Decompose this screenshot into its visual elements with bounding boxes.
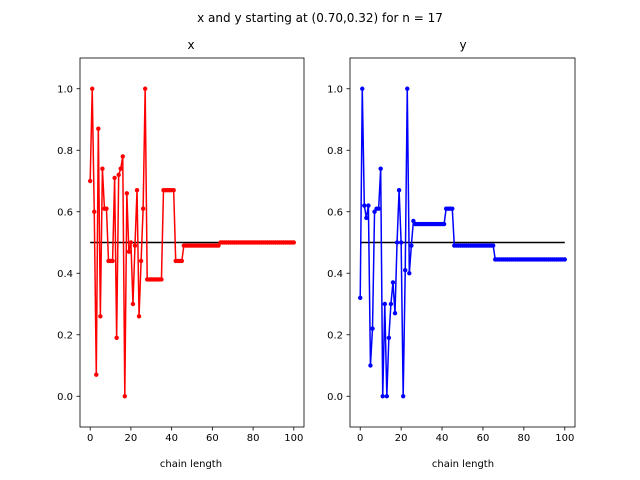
data-point (388, 301, 394, 307)
x-tick-label: 40 (165, 433, 178, 444)
data-point (142, 86, 148, 91)
y-tick-label: 0.0 (57, 392, 73, 403)
data-point (405, 86, 410, 91)
y-tick-label: 0.6 (327, 207, 343, 218)
data-point (138, 258, 144, 264)
data-point (104, 206, 109, 211)
data-point (94, 372, 99, 377)
data-point (403, 267, 408, 273)
data-point (396, 188, 402, 193)
data-point (171, 188, 176, 193)
data-point (378, 166, 383, 171)
data-point (364, 215, 369, 221)
data-point (392, 311, 398, 316)
data-point (490, 243, 496, 248)
subplot-title: y (459, 38, 466, 52)
x-tick-label: 100 (555, 433, 574, 444)
data-point (132, 243, 138, 248)
data-point (360, 86, 365, 91)
x-tick-label: 60 (206, 433, 219, 444)
data-point (398, 240, 404, 245)
y-tick-label: 0.4 (57, 269, 73, 280)
y-tick-label: 1.0 (327, 84, 343, 95)
data-point (126, 249, 132, 254)
plot-frame (79, 57, 305, 428)
x-axis-label: chain length (160, 459, 222, 470)
data-point (450, 206, 455, 211)
data-point (400, 394, 406, 399)
data-point (98, 314, 103, 319)
data-point (562, 257, 567, 262)
data-point (100, 166, 105, 171)
data-point (136, 314, 142, 319)
y-tick-label: 0.0 (327, 392, 343, 403)
data-point (116, 172, 121, 178)
data-point (122, 394, 128, 399)
data-point (120, 154, 125, 159)
subplot-title: x (187, 38, 194, 52)
y-tick-label: 0.8 (57, 146, 73, 157)
y-tick-label: 0.8 (327, 146, 343, 157)
y-tick-label: 0.6 (57, 207, 73, 218)
data-point (118, 166, 123, 171)
subplot-x: x chain length 0 20 40 60 80 100 0.0 0.2 0.4 0.6 0… (57, 38, 305, 470)
data-point (130, 301, 136, 307)
data-point (128, 240, 134, 245)
x-tick-label: 20 (125, 433, 138, 444)
data-point (370, 326, 375, 331)
data-point (382, 301, 387, 307)
data-point (179, 258, 185, 264)
x-tick-label: 0 (87, 433, 93, 444)
data-point (90, 86, 95, 91)
data-point (407, 271, 412, 276)
data-point (112, 175, 117, 181)
data-point (394, 240, 400, 245)
data-point (87, 178, 93, 184)
x-tick-label: 80 (247, 433, 260, 444)
data-point (390, 280, 396, 285)
figure-title: x and y starting at (0.70,0.32) for n = … (197, 11, 443, 25)
x-tick-label: 20 (395, 433, 408, 444)
data-point (368, 363, 373, 368)
data-point (384, 394, 390, 399)
y-tick-label: 1.0 (57, 84, 73, 95)
data-point (366, 203, 371, 208)
subplot-y: y chain length 0 20 40 60 80 100 0.0 0.2 0.4 0.6 0… (327, 38, 576, 470)
x-tick-label: 0 (357, 433, 363, 444)
data-point (110, 258, 115, 264)
y-tick-label: 0.2 (57, 330, 73, 341)
plot-frame (349, 57, 576, 428)
data-point (159, 277, 164, 282)
data-point (441, 221, 447, 227)
y-tick-label: 0.4 (327, 269, 343, 280)
data-point (409, 243, 414, 248)
data-point (362, 203, 367, 208)
data-point (358, 295, 363, 301)
y-tick-label: 0.2 (327, 330, 343, 341)
data-point (376, 206, 381, 211)
data-point (380, 394, 385, 399)
x-axis-label: chain length (432, 459, 494, 470)
data-point (291, 240, 297, 245)
x-tick-label: 100 (284, 433, 303, 444)
data-point (92, 209, 97, 214)
data-point (386, 335, 392, 341)
x-tick-label: 60 (477, 433, 490, 444)
data-point (124, 191, 130, 196)
x-tick-label: 80 (517, 433, 530, 444)
data-point (134, 188, 140, 193)
data-point (96, 126, 101, 131)
data-point (114, 335, 119, 341)
x-tick-label: 40 (436, 433, 449, 444)
data-point (140, 206, 146, 211)
